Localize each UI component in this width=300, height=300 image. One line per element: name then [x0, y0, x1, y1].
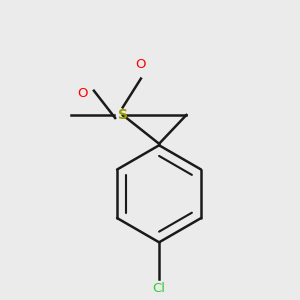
Text: Cl: Cl	[153, 282, 166, 295]
Text: S: S	[118, 108, 128, 122]
Text: O: O	[77, 87, 88, 100]
Text: O: O	[136, 58, 146, 71]
